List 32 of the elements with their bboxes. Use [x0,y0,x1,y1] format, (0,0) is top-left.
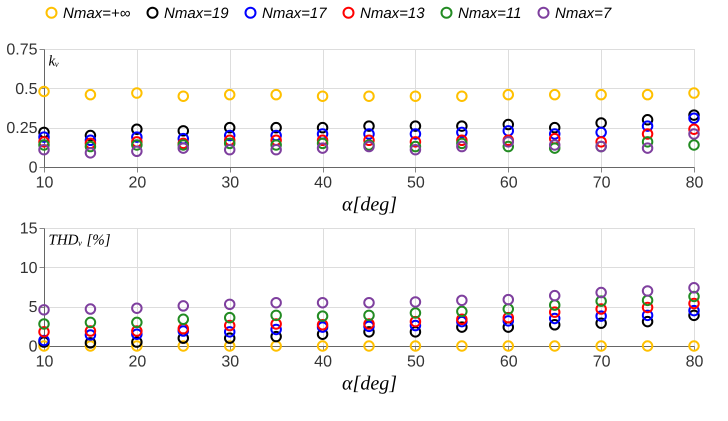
legend-label: Nmax=13 [360,4,426,22]
x-tick-label: 50 [407,354,425,370]
x-tick-label: 70 [592,174,611,192]
legend-label: Nmax=7 [555,4,612,22]
y-axis-title: kᵥ [48,54,60,70]
legend-label: Nmax=+∞ [63,4,131,22]
y-tick-label: 10 [20,260,38,277]
y-tick-label: 0.75 [6,42,38,58]
y-tick-label: 0.25 [6,120,38,138]
x-axis-title: α[deg] [342,194,397,216]
x-tick-label: 60 [500,174,518,192]
x-tick-label: 60 [500,354,518,370]
legend-label: Nmax=11 [458,4,522,22]
x-tick-label: 50 [407,174,425,192]
x-tick-label: 20 [128,354,146,370]
y-tick-label: 0 [28,160,38,176]
x-tick-label: 40 [314,174,332,192]
x-tick-label: 20 [128,174,146,192]
x-tick-label: 80 [686,354,704,370]
legend-label: Nmax=17 [262,4,328,22]
x-tick-label: 70 [592,354,611,370]
y-tick-label: 0.5 [15,80,38,98]
y-tick-label: 0 [28,338,38,356]
legend-label: Nmax=19 [164,4,230,22]
y-axis-title: THDᵥ [%] [48,232,111,248]
y-tick-label: 15 [20,220,38,238]
x-tick-label: 30 [221,174,240,192]
x-tick-label: 80 [686,174,704,192]
x-tick-label: 40 [314,354,332,370]
x-axis-title: α[deg] [342,372,397,394]
x-tick-label: 30 [221,354,240,370]
y-tick-label: 5 [28,299,38,316]
